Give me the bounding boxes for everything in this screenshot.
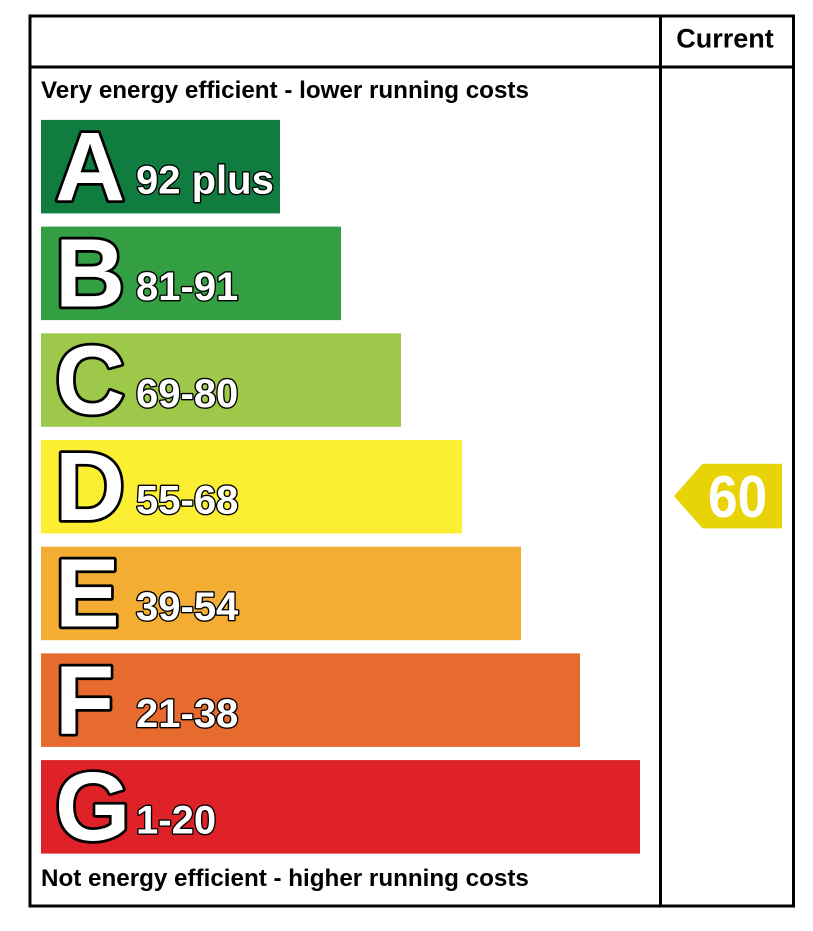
band-f-range: 21-38 [136, 692, 238, 736]
band-c-letter: C [55, 325, 125, 434]
band-f-letter: F [55, 645, 114, 754]
band-d-range: 55-68 [136, 479, 238, 523]
table-frame [28, 14, 795, 908]
table-outer-border [28, 14, 795, 908]
band-g-letter: G [55, 752, 130, 861]
band-a-letter: A [55, 112, 125, 221]
current-pointer-group: 60 [674, 463, 782, 530]
band-c-range: 69-80 [136, 372, 238, 416]
band-e-bar [41, 546, 521, 641]
band-e-letter: E [55, 539, 120, 648]
band-e-range: 39-54 [136, 585, 239, 629]
band-g-range: 1-20 [136, 799, 216, 843]
band-b-bar [41, 226, 341, 321]
band-g-bar [41, 760, 640, 854]
band-d-bar [41, 440, 462, 534]
top-caption: Very energy efficient - lower running co… [41, 77, 529, 104]
band-c-bar [41, 333, 401, 427]
current-column-header: Current [676, 24, 774, 54]
band-f-bar [41, 653, 580, 747]
band-b-range: 81-91 [136, 265, 238, 309]
band-a-range: 92 plus [136, 158, 274, 202]
band-b-letter: B [55, 219, 125, 328]
band-a-bar [41, 119, 280, 214]
current-pointer-arrow [674, 463, 782, 529]
current-rating-value: 60 [708, 464, 767, 530]
band-d-letter: D [55, 432, 125, 541]
bottom-caption: Not energy efficient - higher running co… [41, 865, 529, 892]
